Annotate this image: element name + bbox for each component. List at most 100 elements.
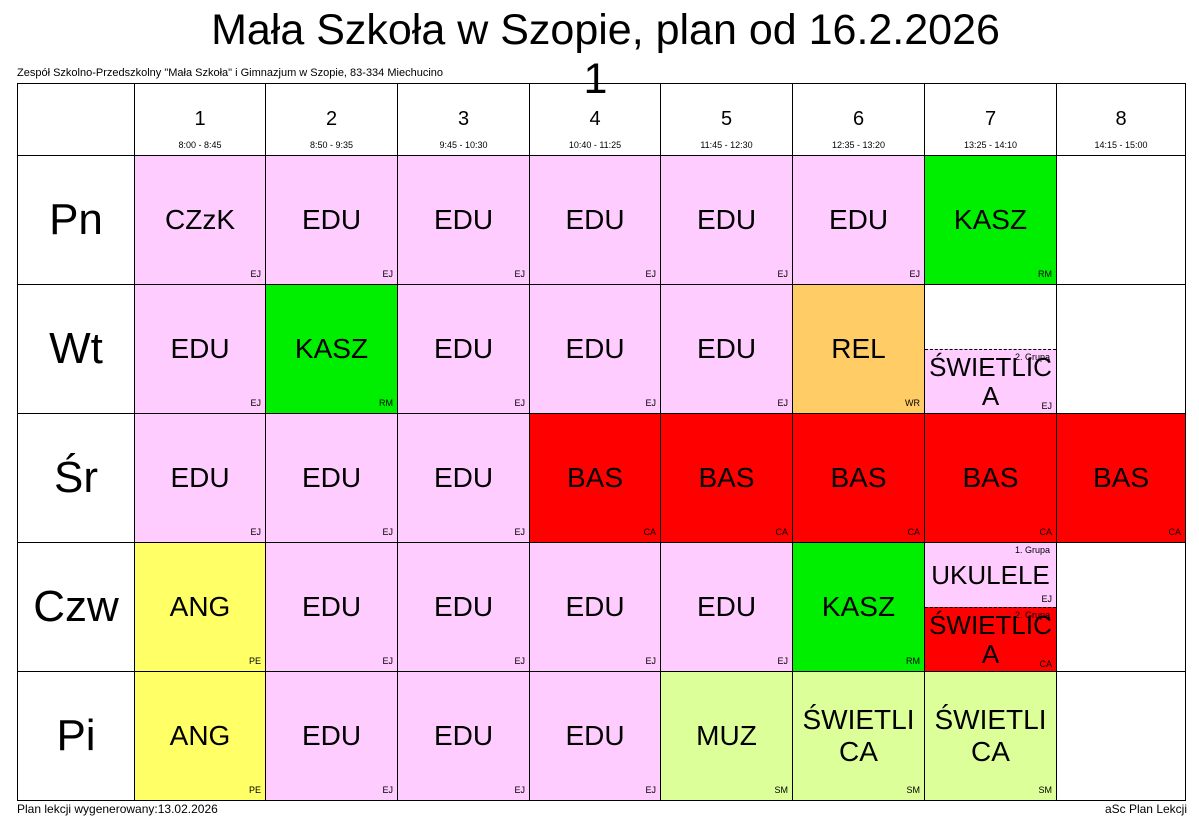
- lesson-cell: EDU EJ: [135, 285, 266, 414]
- lesson-cell: KASZ RM: [793, 543, 925, 672]
- teacher-code: EJ: [645, 269, 656, 279]
- teacher-code: EJ: [382, 785, 393, 795]
- group-lesson: ŚWIETLICA 2. Grupa CA: [925, 607, 1056, 671]
- period-header: 1 8:00 - 8:45: [135, 84, 266, 156]
- subject-name: EDU: [301, 591, 362, 622]
- period-time: 11:45 - 12:30: [700, 140, 753, 150]
- lesson-cell: EDU EJ: [661, 285, 793, 414]
- period-time: 8:00 - 8:45: [178, 140, 222, 150]
- period-number: 3: [457, 108, 470, 130]
- teacher-code: CA: [775, 527, 788, 537]
- teacher-code: EJ: [777, 269, 788, 279]
- subject-name: ŚWIETLICA: [934, 704, 1047, 767]
- teacher-code: WR: [905, 398, 920, 408]
- lesson-cell: ANG PE: [135, 543, 266, 672]
- period-header: 5 11:45 - 12:30: [661, 84, 793, 156]
- teacher-code: EJ: [1041, 594, 1052, 604]
- subject-name: EDU: [301, 204, 362, 235]
- subject-name: EDU: [433, 333, 494, 364]
- period-time: 13:25 - 14:10: [963, 140, 1018, 150]
- period-header: 3 9:45 - 10:30: [398, 84, 530, 156]
- group-label: 2. Grupa: [1014, 352, 1050, 362]
- subject-name: ANG: [169, 591, 231, 622]
- teacher-code: EJ: [777, 398, 788, 408]
- lesson-cell: MUZ SM: [661, 672, 793, 801]
- subject-name: EDU: [170, 333, 230, 364]
- day-label: Pi: [18, 672, 135, 801]
- lesson-cell: KASZ RM: [925, 156, 1057, 285]
- period-number: 1: [194, 108, 206, 130]
- teacher-code: EJ: [382, 527, 393, 537]
- teacher-code: EJ: [514, 785, 525, 795]
- subject-name: KASZ: [821, 591, 896, 622]
- teacher-code: SM: [906, 785, 921, 795]
- subject-name: EDU: [828, 204, 889, 235]
- subject-name: EDU: [696, 591, 757, 622]
- period-number: 5: [720, 108, 733, 130]
- teacher-code: EJ: [645, 398, 656, 408]
- subject-name: CZzK: [165, 204, 235, 235]
- subject-name: BAS: [962, 462, 1019, 493]
- class-number: 1: [583, 55, 608, 103]
- lesson-cell: EDU EJ: [398, 543, 530, 672]
- page-title: Mała Szkoła w Szopie, plan od 16.2.2026: [211, 6, 1000, 54]
- teacher-code: CA: [1039, 527, 1052, 537]
- teacher-code: EJ: [250, 269, 261, 279]
- period-number: 2: [325, 108, 338, 130]
- lesson-cell: ŚWIETLICA 2. Grupa EJ: [925, 285, 1057, 414]
- teacher-code: RM: [906, 656, 920, 666]
- corner-cell: [18, 84, 135, 156]
- subject-name: EDU: [301, 462, 362, 493]
- lesson-cell: EDU EJ: [530, 543, 661, 672]
- subject-name: EDU: [565, 720, 625, 751]
- teacher-code: EJ: [514, 398, 525, 408]
- day-label: Pn: [18, 156, 135, 285]
- period-time: 10:40 - 11:25: [568, 140, 622, 150]
- teacher-code: CA: [907, 527, 920, 537]
- period-header: 2 8:50 - 9:35: [266, 84, 398, 156]
- period-number: 4: [589, 108, 601, 130]
- lesson-cell: ŚWIETLICA SM: [793, 672, 925, 801]
- teacher-code: EJ: [645, 656, 656, 666]
- lesson-cell: BAS CA: [530, 414, 661, 543]
- teacher-code: EJ: [382, 656, 393, 666]
- period-time: 12:35 - 13:20: [831, 140, 886, 150]
- subject-name: BAS: [566, 462, 624, 493]
- empty-cell: [1057, 285, 1186, 414]
- lesson-cell: EDU EJ: [398, 672, 530, 801]
- day-label: Czw: [18, 543, 135, 672]
- subject-name: EDU: [565, 333, 625, 364]
- teacher-code: EJ: [250, 398, 261, 408]
- lesson-cell: BAS CA: [1057, 414, 1186, 543]
- teacher-code: EJ: [514, 527, 525, 537]
- teacher-code: EJ: [250, 527, 261, 537]
- period-number: 8: [1115, 108, 1127, 130]
- teacher-code: CA: [643, 527, 656, 537]
- subject-name: ŚWIETLICA: [929, 352, 1052, 411]
- subject-name: EDU: [433, 720, 494, 751]
- subject-name: BAS: [698, 462, 755, 493]
- teacher-code: SM: [1038, 785, 1053, 795]
- lesson-cell: EDU EJ: [266, 543, 398, 672]
- lesson-cell: EDU EJ: [266, 672, 398, 801]
- teacher-code: RM: [379, 398, 393, 408]
- subject-name: EDU: [301, 720, 362, 751]
- lesson-cell: EDU EJ: [530, 285, 661, 414]
- teacher-code: EJ: [777, 656, 788, 666]
- empty-cell: [1057, 156, 1186, 285]
- lesson-cell: ANG PE: [135, 672, 266, 801]
- period-number: 7: [984, 108, 997, 130]
- period-header: 7 13:25 - 14:10: [925, 84, 1057, 156]
- teacher-code: EJ: [909, 269, 920, 279]
- lesson-cell: CZzK EJ: [135, 156, 266, 285]
- lesson-cell: EDU EJ: [398, 414, 530, 543]
- subject-name: MUZ: [696, 720, 757, 751]
- lesson-cell: ŚWIETLICA SM: [925, 672, 1057, 801]
- lesson-cell: EDU EJ: [266, 156, 398, 285]
- lesson-cell: REL WR: [793, 285, 925, 414]
- period-time: 9:45 - 10:30: [439, 140, 488, 150]
- subject-name: EDU: [565, 204, 625, 235]
- subject-name: KASZ: [294, 333, 369, 364]
- subject-name: BAS: [1092, 462, 1150, 493]
- day-label: Wt: [18, 285, 135, 414]
